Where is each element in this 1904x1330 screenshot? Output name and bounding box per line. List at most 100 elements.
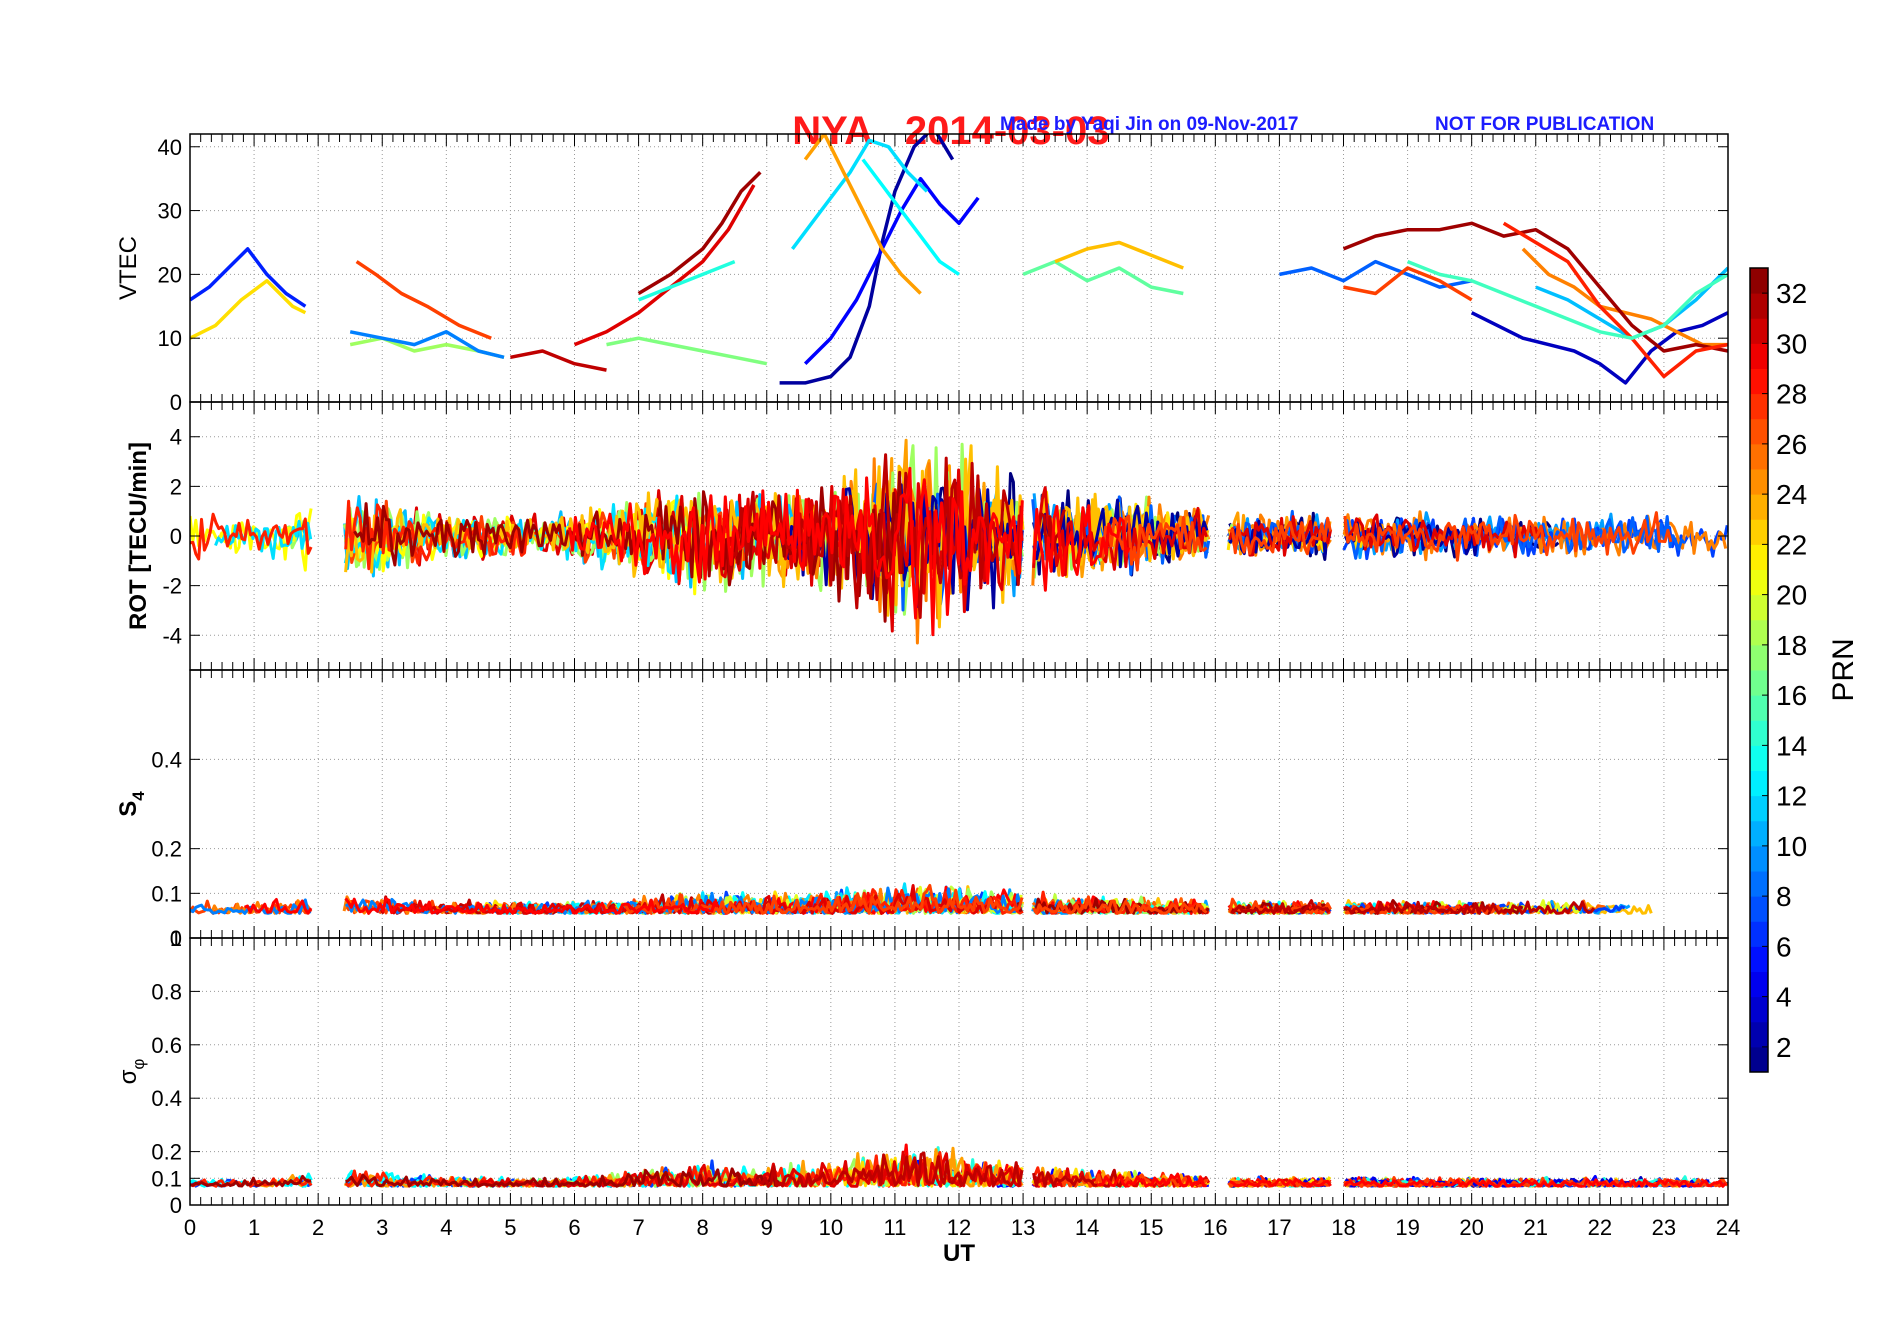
- vtec-line-prn23: [1054, 240, 1184, 270]
- ytick-label: -2: [162, 574, 182, 599]
- grid-vtec: [190, 134, 1728, 402]
- vtec-line-prn12: [791, 138, 929, 250]
- vtec-line-prn14: [637, 259, 736, 302]
- colorbar-segment: [1750, 720, 1768, 746]
- vtec-line-prn3: [1470, 311, 1728, 385]
- xtick-label: 10: [819, 1215, 843, 1240]
- ylabel-rot: ROT [TECU/min]: [125, 442, 152, 630]
- vtec-line-prn15: [1406, 259, 1728, 340]
- colorbar-tick-label: 32: [1776, 278, 1807, 309]
- colorbar-segment: [1750, 770, 1768, 797]
- rot-trace-prn29: [1032, 504, 1131, 592]
- panel-s4: 0 0.1 0.2 0.4 1 S4: [115, 669, 1729, 951]
- colorbar-segment: [1750, 1021, 1768, 1048]
- colorbar-segment: [1750, 896, 1768, 922]
- xtick-label: 9: [761, 1215, 773, 1240]
- sigma-trace-prn29: [1229, 1177, 1332, 1188]
- colorbar-segment: [1750, 670, 1768, 696]
- colorbar-tick-label: 18: [1776, 630, 1807, 661]
- ylabel-vtec: VTEC: [115, 236, 142, 300]
- vtec-line-prn24: [803, 134, 922, 295]
- s4-trace-prn31: [1230, 899, 1330, 915]
- colorbar-segment: [1750, 820, 1768, 847]
- colorbar-tick-label: 12: [1776, 781, 1807, 812]
- colorbar-segment: [1750, 443, 1768, 470]
- xtick-label: 21: [1524, 1215, 1548, 1240]
- rot-trace-prn27: [1343, 511, 1673, 562]
- colorbar-segment: [1750, 343, 1768, 369]
- colorbar-segment: [1750, 921, 1768, 947]
- ytick-label: 30: [158, 199, 182, 224]
- xtick-label: 12: [947, 1215, 971, 1240]
- ytick-label: 0.2: [151, 1140, 182, 1165]
- ytick-label: 0.8: [151, 979, 182, 1004]
- date-label: 2014-03-03: [904, 109, 1110, 153]
- xtick-label: 8: [697, 1215, 709, 1240]
- colorbar-tick-label: 24: [1776, 479, 1807, 510]
- ytick-label: 0.6: [151, 1033, 182, 1058]
- colorbar-tick-label: 16: [1776, 680, 1807, 711]
- colorbar-label: PRN: [1827, 638, 1860, 701]
- s4-trace-prn29: [243, 898, 313, 915]
- rot-trace-prn29: [568, 466, 1024, 637]
- ytick-label: -4: [162, 623, 182, 648]
- chart-title: NYA 2014-03-03: [770, 64, 1109, 154]
- rot-trace-prn27: [1228, 516, 1332, 556]
- colorbar-segment: [1750, 393, 1768, 420]
- xtick-label: 5: [504, 1215, 516, 1240]
- ytick-label: 20: [158, 262, 182, 287]
- vtec-line-prn6: [190, 247, 307, 308]
- rot-trace-prn27: [1098, 514, 1208, 572]
- colorbar-segment: [1750, 644, 1768, 671]
- plot-area-vtec: [190, 134, 1728, 385]
- xtick-label: 23: [1652, 1215, 1676, 1240]
- plot-area-s4: [190, 882, 1653, 915]
- rot-trace-prn2: [1032, 498, 1209, 573]
- colorbar-segment: [1750, 1046, 1768, 1073]
- xtick-label: 22: [1588, 1215, 1612, 1240]
- ytick-label: 10: [158, 326, 182, 351]
- vtec-line-prn22: [190, 279, 307, 340]
- colorbar-tick-label: 22: [1776, 529, 1807, 560]
- sigma-trace-prn29: [1096, 1172, 1207, 1188]
- colorbar-segment: [1750, 544, 1768, 570]
- xtick-label: 2: [312, 1215, 324, 1240]
- ytick-label: 0.4: [151, 1086, 182, 1111]
- rot-trace-prn28: [190, 512, 313, 561]
- s4-trace-prn29: [344, 897, 719, 915]
- x-axis-label: UT: [943, 1240, 975, 1267]
- vtec-line-prn17: [606, 336, 768, 366]
- ytick-label: 0.1: [151, 1166, 182, 1191]
- xticks-s4: [189, 670, 1729, 938]
- colorbar-frame: [1749, 267, 1769, 1073]
- colorbar-segment: [1750, 268, 1768, 294]
- panel-sigma: 00.10.2 0.4 0.6 0.8 σφ: [115, 937, 1729, 1218]
- colorbar-segment: [1750, 418, 1768, 445]
- credit-note: Made by Yaqi Jin on 09-Nov-2017: [1000, 114, 1299, 135]
- xtick-label: 17: [1267, 1215, 1291, 1240]
- vtec-line-prn25: [1521, 247, 1728, 347]
- sigma-trace-prn29: [1343, 1178, 1727, 1188]
- sigma-trace-prn31: [752, 1151, 1024, 1188]
- colorbar-segment: [1750, 594, 1768, 621]
- colorbar-segment: [1750, 871, 1768, 897]
- ylabel-s4: S4: [115, 791, 148, 817]
- xtick-label: 15: [1139, 1215, 1163, 1240]
- colorbar-segment: [1750, 293, 1768, 319]
- rot-trace-prn18: [1229, 523, 1234, 528]
- xticks-sigma: [189, 938, 1729, 1205]
- ytick-label: 2: [170, 474, 182, 499]
- xtick-label: 18: [1331, 1215, 1355, 1240]
- xtick-label: 11: [883, 1215, 906, 1240]
- colorbar-segment: [1750, 318, 1768, 344]
- ylabel-sigma: σφ: [115, 1059, 148, 1085]
- colorbar-segment: [1750, 946, 1768, 972]
- colorbar-tick-label: 14: [1776, 730, 1807, 761]
- xtick-label: 16: [1203, 1215, 1227, 1240]
- xtick-label: 7: [632, 1215, 644, 1240]
- colorbar-segment: [1750, 619, 1768, 646]
- colorbar-tick-label: 6: [1776, 931, 1792, 962]
- colorbar-tick-label: 20: [1776, 580, 1807, 611]
- vtec-line-prn31: [510, 349, 607, 372]
